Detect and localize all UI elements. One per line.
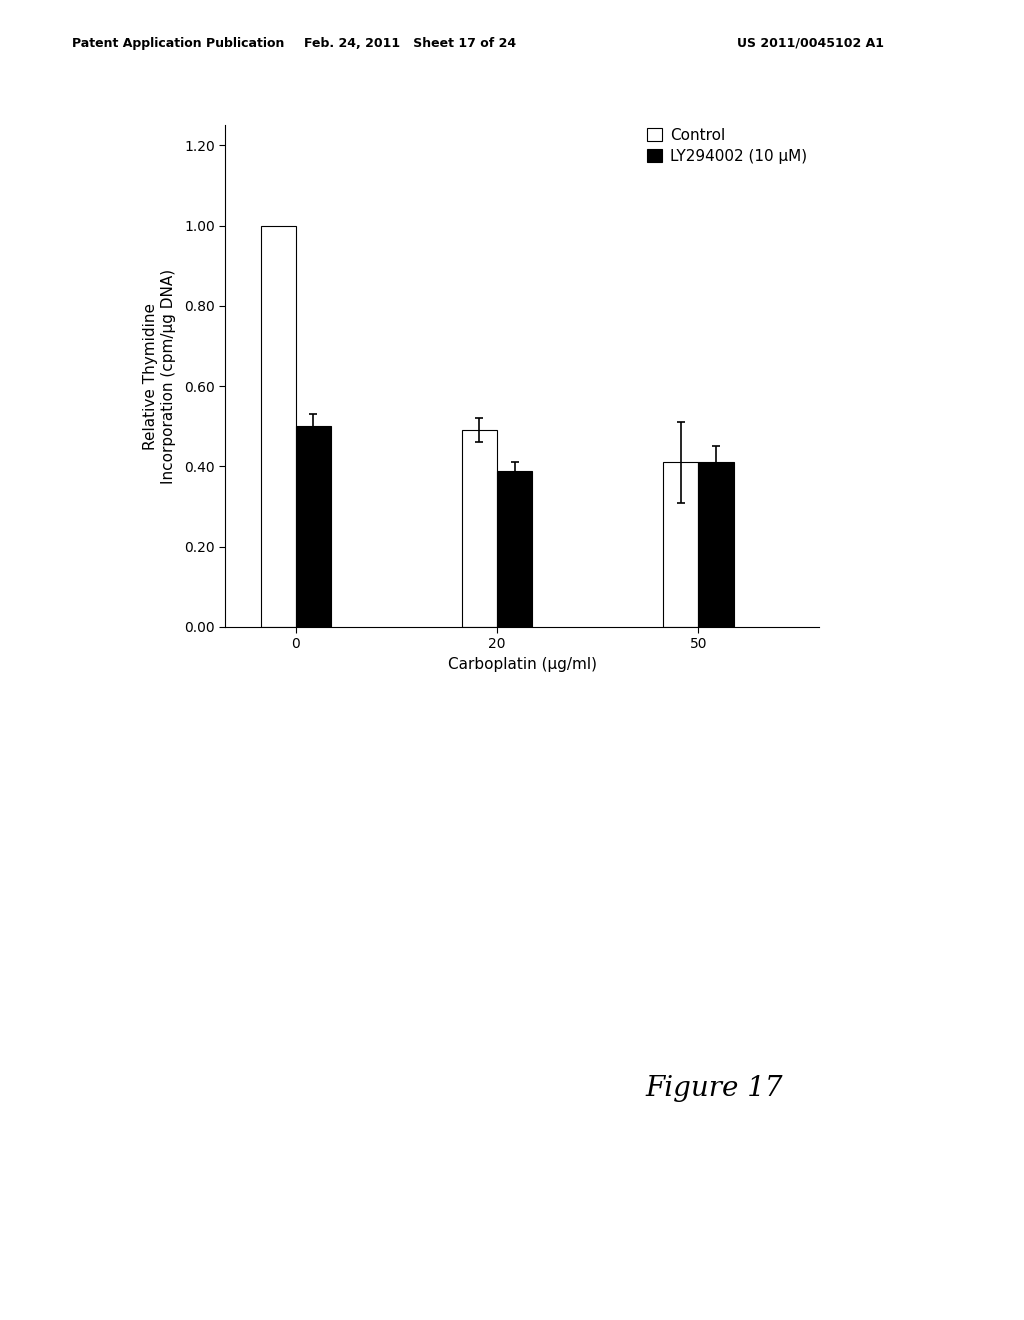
Bar <box>698 462 733 627</box>
X-axis label: Carboplatin (μg/ml): Carboplatin (μg/ml) <box>447 657 597 672</box>
Legend: Control, LY294002 (10 μM): Control, LY294002 (10 μM) <box>642 123 812 168</box>
Text: Figure 17: Figure 17 <box>645 1076 782 1102</box>
Text: Patent Application Publication: Patent Application Publication <box>72 37 284 50</box>
Bar <box>462 430 497 627</box>
Text: Feb. 24, 2011   Sheet 17 of 24: Feb. 24, 2011 Sheet 17 of 24 <box>303 37 516 50</box>
Bar <box>497 470 532 627</box>
Y-axis label: Relative Thymidine
Incorporation (cpm/μg DNA): Relative Thymidine Incorporation (cpm/μg… <box>143 269 176 483</box>
Bar <box>664 462 698 627</box>
Bar <box>296 426 331 627</box>
Text: US 2011/0045102 A1: US 2011/0045102 A1 <box>737 37 885 50</box>
Bar <box>260 226 296 627</box>
